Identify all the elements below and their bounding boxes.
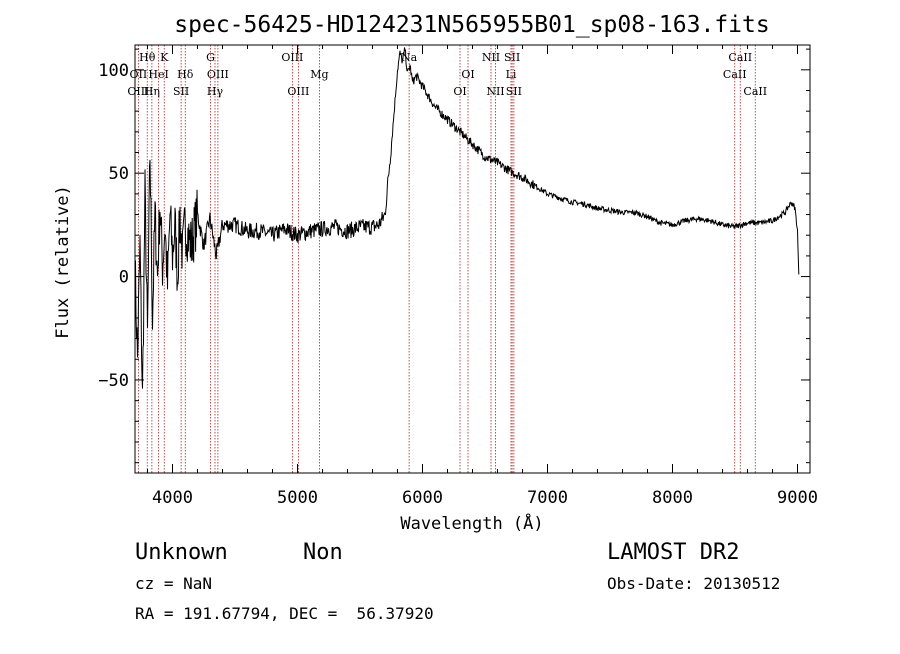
line-marker-label: Hδ [177,68,194,81]
line-marker-label: Hη [144,85,160,98]
y-axis-title: Flux (relative) [53,185,73,339]
line-marker-label: SII [504,51,520,64]
plot-area [134,47,800,389]
line-marker-label: OIII [127,85,149,98]
line-marker-label: K [160,51,169,64]
y-tick-label: 100 [98,61,129,81]
y-tick-label: −50 [98,371,129,391]
x-axis-title: Wavelength (Å) [400,512,543,534]
line-marker-label: SII [506,85,522,98]
x-tick-label: 7000 [527,488,568,508]
line-marker-label: Hθ [139,51,156,64]
line-marker-label: OIII [281,51,303,64]
line-marker-label: Hγ [207,85,224,98]
survey-name: LAMOST DR2 [607,540,739,565]
x-tick-label: 4000 [152,488,193,508]
emission-line-markers: HθOIIOIIIKHeIHηHδSIIGOIIIHγOIIIOIIIMgNaO… [127,45,767,473]
plot-frame [134,44,811,474]
line-marker-label: OIII [287,85,309,98]
line-marker-label: CaII [728,51,752,64]
y-tick-label: 0 [119,268,129,288]
line-marker-label: G [206,51,215,64]
y-axis: −50 0 50 100 [98,48,810,464]
line-marker-label: OIII [207,68,229,81]
spectrum-line [134,47,800,389]
x-axis: 4000 5000 6000 7000 8000 9000 [147,45,818,508]
line-marker-label: NII [486,85,504,98]
x-tick-label: 8000 [652,488,693,508]
line-marker-label: SII [173,85,189,98]
x-tick-label: 9000 [777,488,818,508]
sky-coordinates: RA = 191.67794, DEC = 56.37920 [135,604,434,623]
object-subclass: Non [303,540,343,565]
line-marker-label: HeI [148,68,168,81]
line-marker-label: CaII [723,68,747,81]
line-marker-label: CaII [743,85,767,98]
chart-title: spec-56425-HD124231N565955B01_sp08-163.f… [174,12,769,38]
line-marker-label: Li [506,68,517,81]
line-marker-label: OI [461,68,474,81]
line-marker-label: OII [130,68,148,81]
redshift-cz: cz = NaN [135,574,212,593]
observation-date: Obs-Date: 20130512 [607,574,780,593]
line-marker-label: Mg [310,68,328,81]
y-tick-label: 50 [109,164,129,184]
x-tick-label: 5000 [277,488,318,508]
line-marker-label: NII [482,51,500,64]
line-marker-label: OI [453,85,466,98]
object-class: Unknown [135,540,228,565]
x-tick-label: 6000 [402,488,443,508]
